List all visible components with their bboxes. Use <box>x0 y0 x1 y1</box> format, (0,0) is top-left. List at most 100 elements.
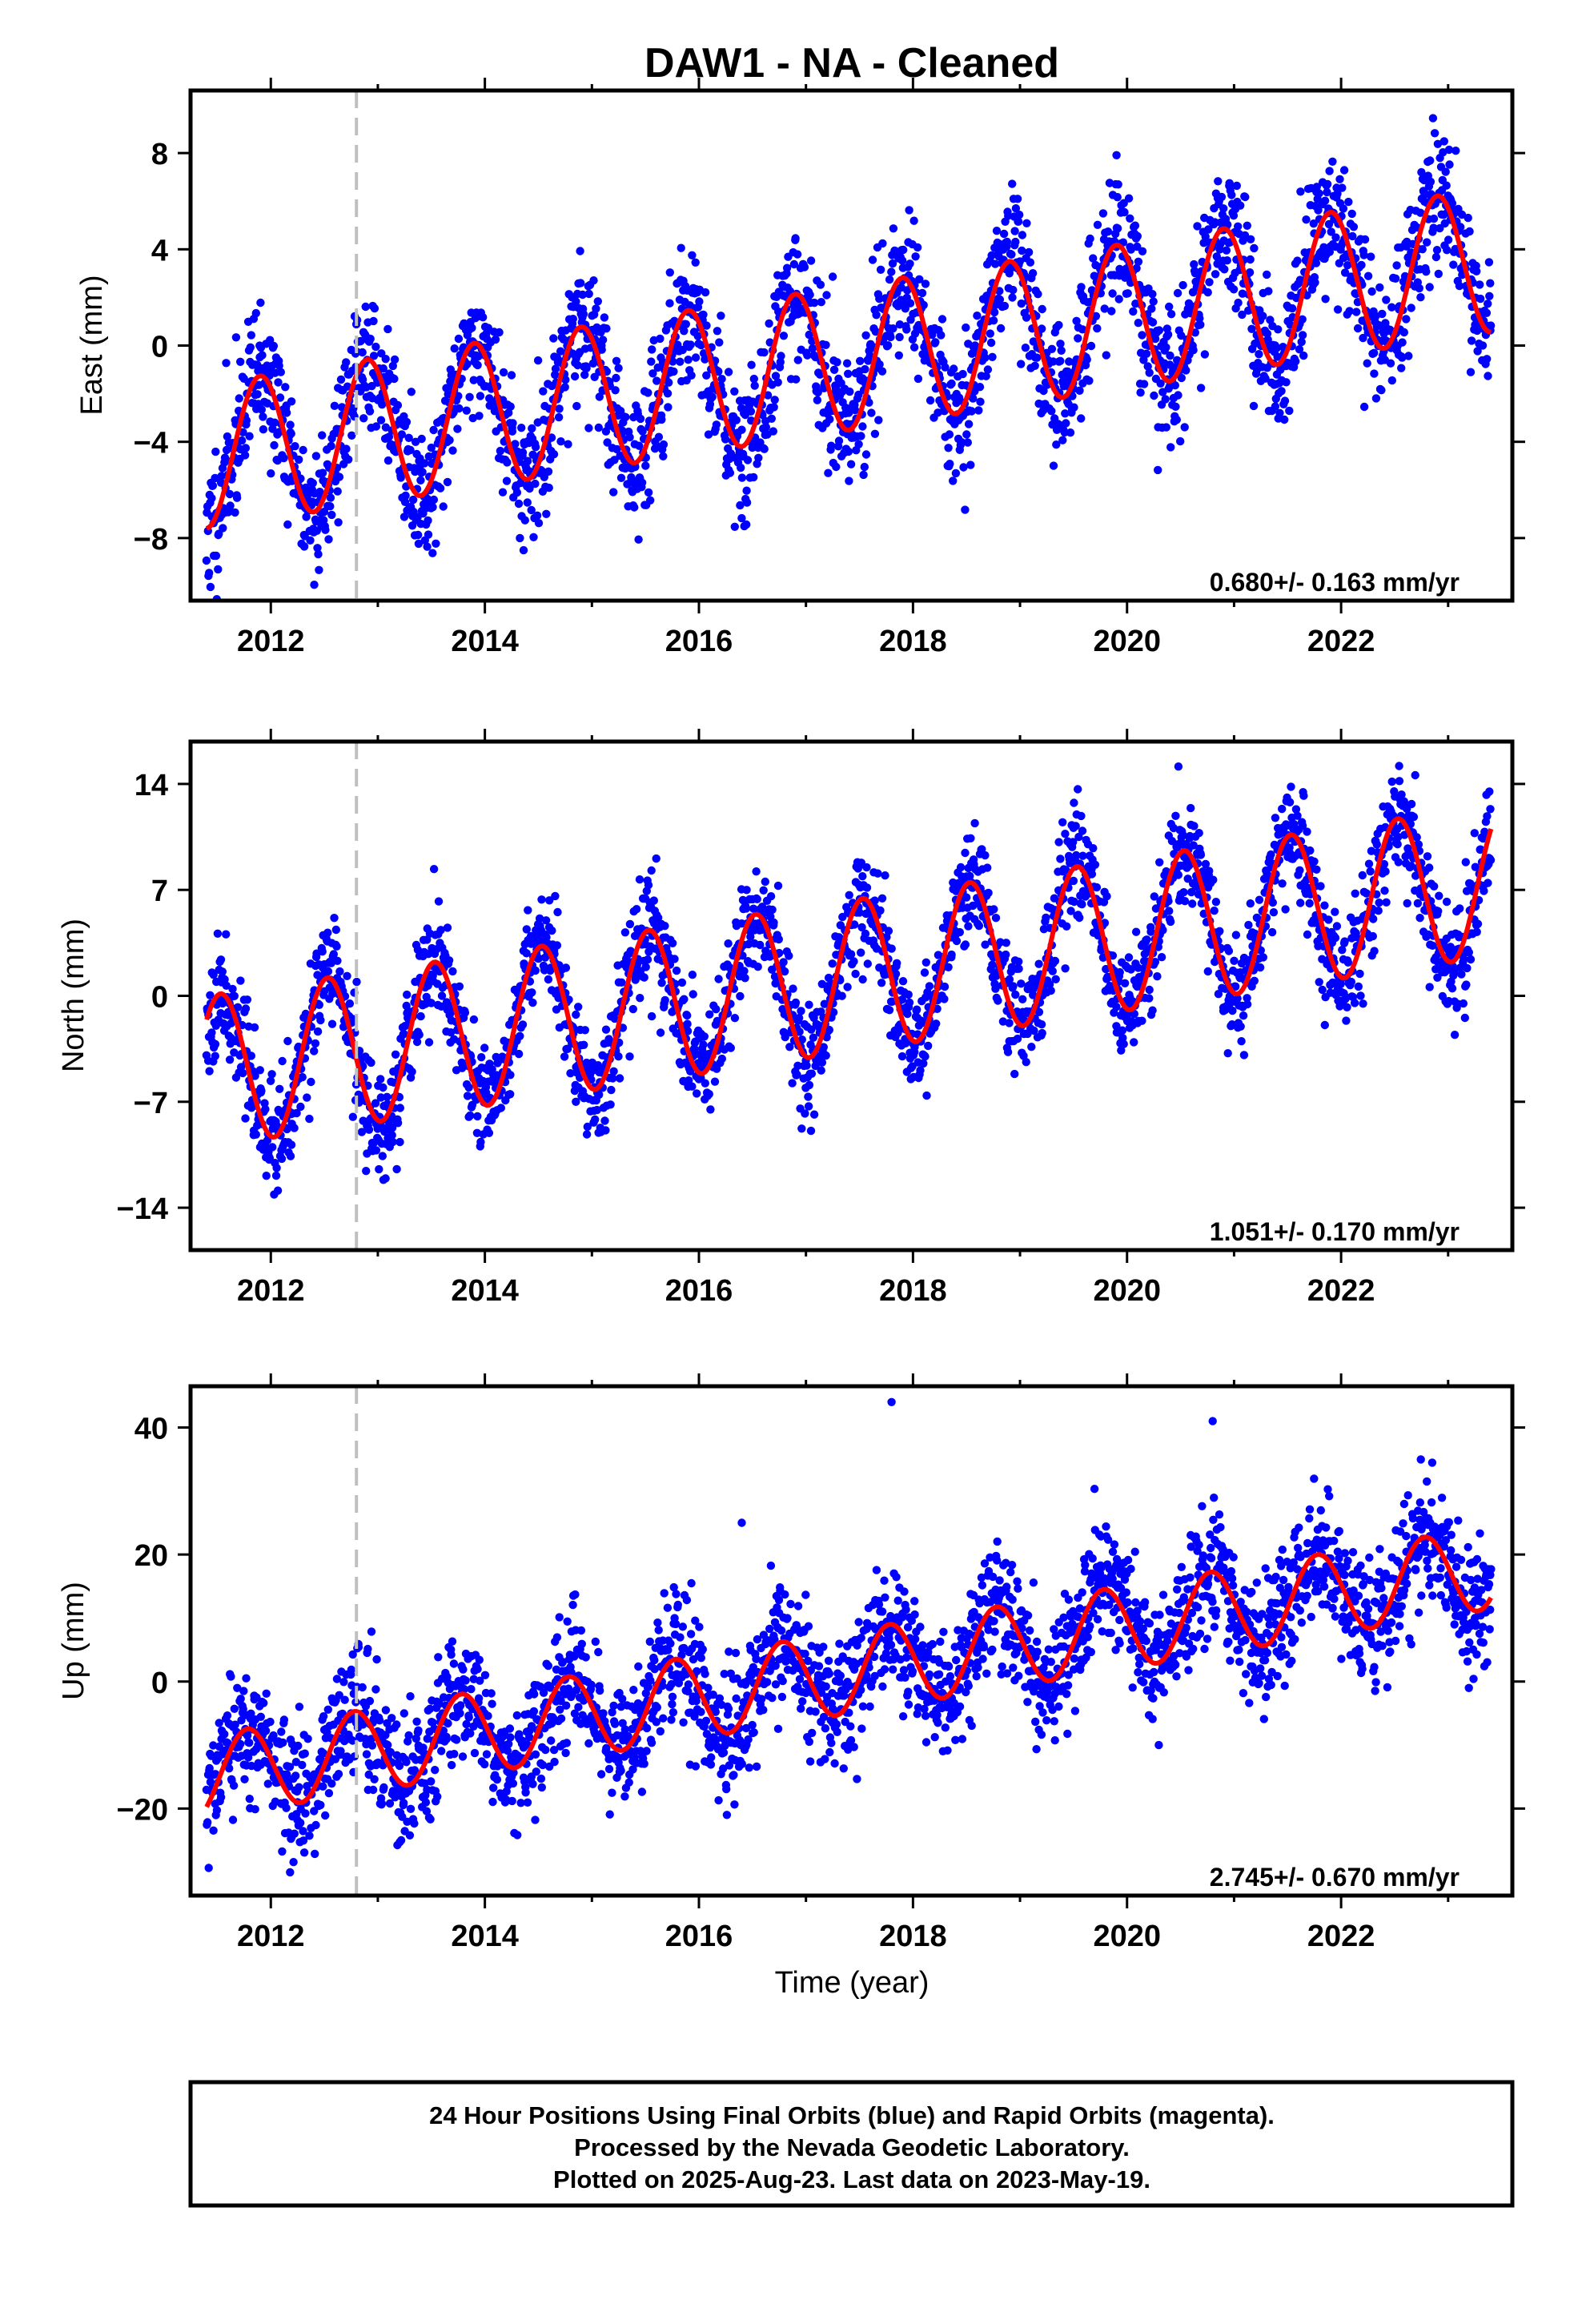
data-point <box>1423 238 1431 247</box>
data-point <box>365 407 375 416</box>
data-point <box>845 387 854 396</box>
data-point <box>393 1119 403 1128</box>
data-point <box>792 375 801 384</box>
data-point <box>359 414 368 423</box>
data-point <box>821 1051 830 1060</box>
data-point <box>1311 278 1319 287</box>
data-point <box>326 502 335 511</box>
data-point <box>926 396 935 405</box>
data-point <box>861 331 870 340</box>
data-point <box>829 1007 838 1017</box>
data-point <box>1203 287 1212 297</box>
data-point <box>420 459 429 468</box>
data-point <box>732 416 741 424</box>
data-point <box>921 279 930 288</box>
data-point <box>957 438 966 447</box>
data-point <box>1078 826 1087 835</box>
data-point <box>414 539 424 549</box>
data-point <box>1108 951 1118 960</box>
data-point <box>701 1079 709 1088</box>
y-tick-label: 8 <box>151 138 168 171</box>
data-point <box>259 425 268 434</box>
data-point <box>511 440 520 448</box>
data-point <box>1139 356 1148 364</box>
data-point <box>1162 343 1170 352</box>
data-point <box>1223 256 1232 265</box>
data-point <box>1360 235 1370 244</box>
data-point <box>1273 352 1282 361</box>
data-point <box>592 1105 601 1115</box>
data-point <box>257 405 266 414</box>
data-point <box>1145 368 1154 377</box>
data-point <box>858 872 867 881</box>
data-point <box>1263 335 1272 344</box>
data-point <box>414 530 423 540</box>
data-point <box>990 905 998 914</box>
data-point <box>334 518 343 527</box>
data-point <box>448 967 457 976</box>
data-point <box>211 473 219 483</box>
data-point <box>1200 350 1210 359</box>
data-point <box>1150 958 1160 967</box>
data-point <box>239 1068 247 1078</box>
data-point <box>1085 376 1094 385</box>
data-point <box>992 227 1002 235</box>
data-point <box>1087 870 1097 879</box>
data-point <box>295 455 303 464</box>
plot-area-north <box>202 742 1496 1250</box>
data-point <box>873 869 882 878</box>
data-point <box>528 988 536 997</box>
data-point <box>551 364 560 373</box>
data-point <box>1199 239 1208 247</box>
data-point <box>1259 312 1267 320</box>
data-point <box>1443 235 1453 244</box>
data-point <box>342 444 351 453</box>
data-point <box>981 353 990 362</box>
data-point <box>1466 368 1476 376</box>
data-point <box>898 977 908 986</box>
data-point <box>1367 287 1376 296</box>
data-point <box>1363 271 1373 280</box>
data-point <box>902 325 911 334</box>
data-point <box>286 1152 295 1160</box>
data-point <box>737 513 746 523</box>
data-point <box>1157 953 1166 962</box>
data-point <box>1293 811 1302 820</box>
data-point <box>1158 926 1167 935</box>
data-point <box>1217 192 1227 202</box>
data-point <box>1219 204 1228 213</box>
data-point <box>292 1108 301 1118</box>
data-point <box>1339 204 1348 213</box>
data-point <box>983 365 993 374</box>
sample-point <box>416 476 425 485</box>
data-point <box>570 372 580 381</box>
data-point <box>877 894 887 903</box>
data-point <box>737 463 745 472</box>
data-point <box>582 1130 592 1139</box>
data-point <box>1245 268 1255 277</box>
data-point <box>913 243 922 252</box>
data-point <box>770 396 779 404</box>
data-point <box>824 468 833 477</box>
data-point <box>1428 114 1438 123</box>
data-point <box>1303 930 1312 939</box>
data-point <box>1154 465 1162 475</box>
data-point <box>961 848 970 858</box>
data-point <box>1057 346 1066 355</box>
data-point <box>857 923 866 932</box>
data-point <box>761 877 769 887</box>
data-point <box>1203 967 1213 976</box>
data-point <box>857 948 865 957</box>
data-point <box>736 991 745 1001</box>
data-point <box>1003 1047 1013 1056</box>
data-point <box>752 867 761 876</box>
data-point <box>1179 888 1188 897</box>
data-point <box>1120 979 1130 988</box>
plot-area-east <box>202 90 1496 601</box>
data-point <box>1333 305 1343 314</box>
data-point <box>1232 181 1242 191</box>
data-point <box>1397 364 1406 372</box>
data-point <box>378 1152 387 1160</box>
data-point <box>1008 179 1017 188</box>
data-point <box>1090 860 1100 870</box>
